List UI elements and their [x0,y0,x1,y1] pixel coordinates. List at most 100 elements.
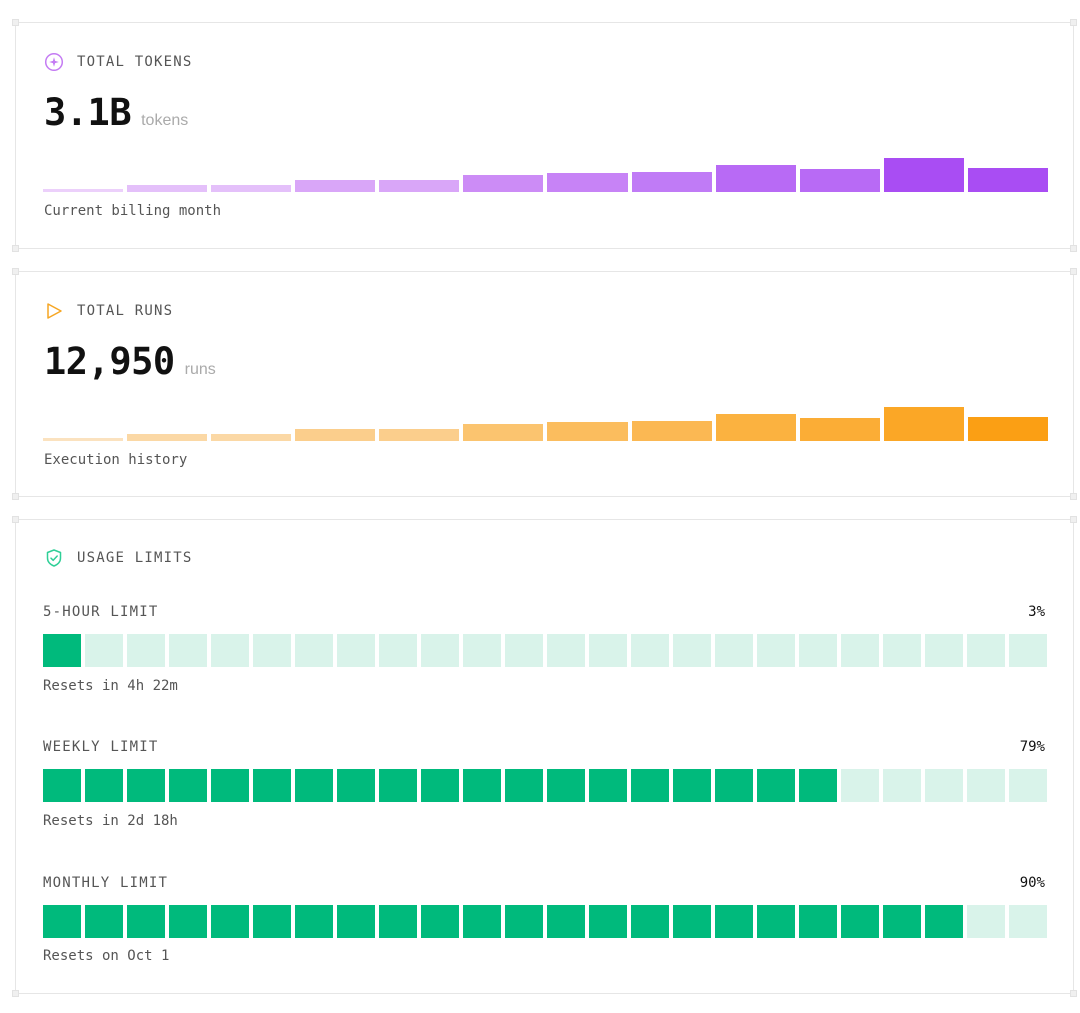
limit-segment-filled [631,905,669,938]
metric-unit: runs [184,361,216,378]
chart-bar [967,417,1048,441]
card-title: USAGE LIMITS [77,550,193,566]
chart-bar [631,421,712,441]
limit-segment-filled [925,905,963,938]
limit-segment-empty [967,769,1005,802]
chart-bar [127,185,208,192]
chart-bar [463,424,544,441]
chart-bar [211,434,292,441]
chart-bar [43,189,124,192]
limit-reset: Resets in 2d 18h [43,813,178,829]
limit-percent: 3% [1028,604,1045,620]
card-corner [12,516,19,523]
chart-bar [295,180,376,192]
card-title: TOTAL RUNS [77,303,174,319]
chart-bar [547,422,628,441]
metric: 12,950 runs [44,340,216,383]
limit-segment-filled [127,905,165,938]
limit-meter-monthly [43,905,1047,938]
limit-segment-filled [421,769,459,802]
limit-segment-empty [85,634,123,667]
card-header: USAGE LIMITS [44,548,193,568]
limit-segment-filled [589,769,627,802]
chart-bar [379,429,460,441]
metric-unit: tokens [141,112,189,129]
limit-meter-weekly [43,769,1047,802]
card-corner [12,493,19,500]
chart-bar [715,414,796,441]
chart-bar [883,158,964,192]
limit-segment-empty [925,769,963,802]
limit-segment-empty [127,634,165,667]
card-header: TOTAL RUNS [44,301,173,321]
limit-segment-filled [337,905,375,938]
limit-segment-empty [589,634,627,667]
chart-bar [967,168,1048,192]
limit-segment-filled [43,769,81,802]
limit-segment-filled [85,905,123,938]
limit-segment-empty [169,634,207,667]
limit-segment-empty [967,634,1005,667]
card-corner [1070,268,1077,275]
limit-segment-empty [841,769,879,802]
limit-segment-filled [673,905,711,938]
limit-segment-filled [421,905,459,938]
limit-segment-filled [547,769,585,802]
limit-reset: Resets in 4h 22m [43,678,178,694]
usage-limits-card: USAGE LIMITS 5-HOUR LIMIT 3% Resets in 4… [12,516,1077,997]
limit-segment-filled [169,769,207,802]
limit-label: MONTHLY LIMIT [43,875,169,891]
limit-meter-5-hour [43,634,1047,667]
limit-label: 5-HOUR LIMIT [43,604,159,620]
card-corner [12,990,19,997]
limit-segment-empty [715,634,753,667]
chart-bar [127,434,208,441]
limit-segment-empty [841,634,879,667]
sparkle-icon [44,52,64,72]
limit-segment-filled [337,769,375,802]
shield-check-icon [46,549,62,567]
limit-segment-filled [757,769,795,802]
metric: 3.1B tokens [44,91,188,134]
limit-segment-filled [883,905,921,938]
limit-segment-filled [253,769,291,802]
metric-value: 12,950 [44,340,175,383]
runs-bar-chart [43,403,1048,441]
limit-percent: 79% [1019,739,1045,755]
limit-segment-filled [799,905,837,938]
chart-bar [799,169,880,192]
metric-value: 3.1B [44,91,132,134]
limit-segment-empty [211,634,249,667]
limit-segment-filled [757,905,795,938]
limit-segment-filled [463,905,501,938]
limit-segment-filled [463,769,501,802]
card-caption: Execution history [44,452,188,468]
limit-segment-empty [967,905,1005,938]
limit-segment-filled [715,905,753,938]
limit-segment-empty [253,634,291,667]
limit-segment-filled [799,769,837,802]
limit-segment-empty [463,634,501,667]
chart-bar [463,175,544,192]
limit-segment-filled [253,905,291,938]
card-corner [1070,990,1077,997]
card-caption: Current billing month [44,203,222,219]
play-icon [47,303,62,319]
limit-segment-empty [1009,905,1047,938]
limit-segment-empty [295,634,333,667]
limit-segment-filled [295,905,333,938]
limit-segment-empty [799,634,837,667]
limit-segment-empty [547,634,585,667]
limit-segment-filled [43,905,81,938]
chart-bar [715,165,796,192]
chart-bar [379,180,460,192]
chart-bar [799,418,880,441]
limit-segment-filled [547,905,585,938]
limit-segment-filled [211,905,249,938]
limit-segment-empty [505,634,543,667]
limit-segment-empty [883,769,921,802]
limit-segment-empty [337,634,375,667]
limit-segment-empty [925,634,963,667]
card-header: TOTAL TOKENS [44,52,193,72]
limit-segment-filled [589,905,627,938]
